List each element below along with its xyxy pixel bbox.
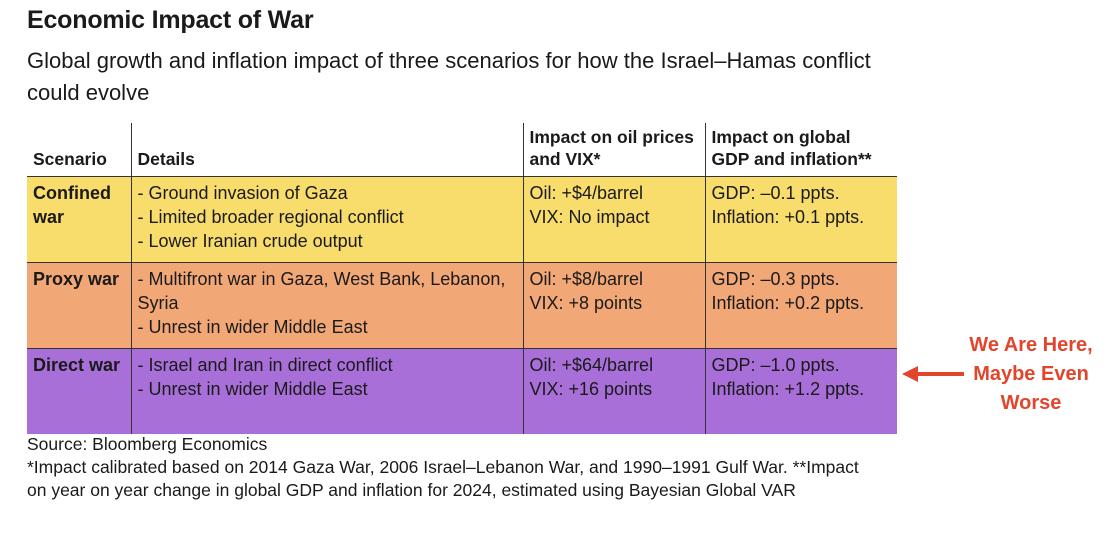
source-line: Source: Bloomberg Economics bbox=[27, 434, 268, 454]
chart-title: Economic Impact of War bbox=[27, 6, 314, 34]
detail-line: - Israel and Iran in direct conflict bbox=[137, 355, 393, 375]
table-row-confined-war: Confined war - Ground invasion of Gaza -… bbox=[27, 176, 897, 263]
header-oil-vix: Impact on oil prices and VIX* bbox=[522, 123, 705, 177]
gdp-inflation-cell: GDP: –0.3 ppts. Inflation: +0.2 ppts. bbox=[704, 262, 897, 349]
gdp-value: GDP: –1.0 ppts. bbox=[711, 355, 840, 375]
footnote-text: *Impact calibrated based on 2014 Gaza Wa… bbox=[27, 457, 859, 500]
left-arrow-icon bbox=[902, 366, 964, 382]
oil-value: Oil: +$64/barrel bbox=[529, 355, 654, 375]
table-row-direct-war: Direct war - Israel and Iran in direct c… bbox=[27, 348, 897, 434]
detail-line: - Limited broader regional conflict bbox=[137, 207, 404, 227]
detail-line: - Unrest in wider Middle East bbox=[137, 379, 368, 399]
gdp-inflation-cell: GDP: –1.0 ppts. Inflation: +1.2 ppts. bbox=[704, 348, 897, 434]
oil-vix-cell: Oil: +$64/barrel VIX: +16 points bbox=[522, 348, 705, 434]
gdp-value: GDP: –0.1 ppts. bbox=[711, 183, 840, 203]
details-cell: - Ground invasion of Gaza - Limited broa… bbox=[130, 176, 523, 263]
oil-value: Oil: +$8/barrel bbox=[529, 269, 644, 289]
table-row-proxy-war: Proxy war - Multifront war in Gaza, West… bbox=[27, 262, 897, 349]
vix-value: VIX: No impact bbox=[529, 207, 650, 227]
oil-vix-cell: Oil: +$8/barrel VIX: +8 points bbox=[522, 262, 705, 349]
header-gdp-inflation: Impact on global GDP and inflation** bbox=[704, 123, 897, 177]
vix-value: VIX: +8 points bbox=[529, 293, 643, 313]
gdp-inflation-cell: GDP: –0.1 ppts. Inflation: +0.1 ppts. bbox=[704, 176, 897, 263]
detail-line: - Lower Iranian crude output bbox=[137, 231, 363, 251]
scenario-cell: Confined war bbox=[27, 176, 131, 263]
oil-vix-cell: Oil: +$4/barrel VIX: No impact bbox=[522, 176, 705, 263]
scenario-cell: Direct war bbox=[27, 348, 131, 434]
inflation-value: Inflation: +0.1 ppts. bbox=[711, 207, 865, 227]
header-details: Details bbox=[130, 123, 523, 177]
detail-line: - Unrest in wider Middle East bbox=[137, 317, 368, 337]
detail-line: - Multifront war in Gaza, West Bank, Leb… bbox=[137, 269, 506, 313]
header-scenario: Scenario bbox=[27, 123, 131, 177]
gdp-value: GDP: –0.3 ppts. bbox=[711, 269, 840, 289]
inflation-value: Inflation: +1.2 ppts. bbox=[711, 379, 865, 399]
annotation-label: We Are Here, Maybe Even Worse bbox=[969, 334, 1093, 414]
details-cell: - Multifront war in Gaza, West Bank, Leb… bbox=[130, 262, 523, 349]
chart-subtitle: Global growth and inflation impact of th… bbox=[27, 48, 871, 105]
scenario-cell: Proxy war bbox=[27, 262, 131, 349]
table-header-row: Scenario Details Impact on oil prices an… bbox=[27, 123, 897, 177]
scenario-table: Scenario Details Impact on oil prices an… bbox=[27, 123, 897, 434]
oil-value: Oil: +$4/barrel bbox=[529, 183, 644, 203]
details-cell: - Israel and Iran in direct conflict - U… bbox=[130, 348, 523, 434]
source-notes: Source: Bloomberg Economics *Impact cali… bbox=[27, 433, 877, 502]
vix-value: VIX: +16 points bbox=[529, 379, 653, 399]
inflation-value: Inflation: +0.2 ppts. bbox=[711, 293, 865, 313]
detail-line: - Ground invasion of Gaza bbox=[137, 183, 348, 203]
